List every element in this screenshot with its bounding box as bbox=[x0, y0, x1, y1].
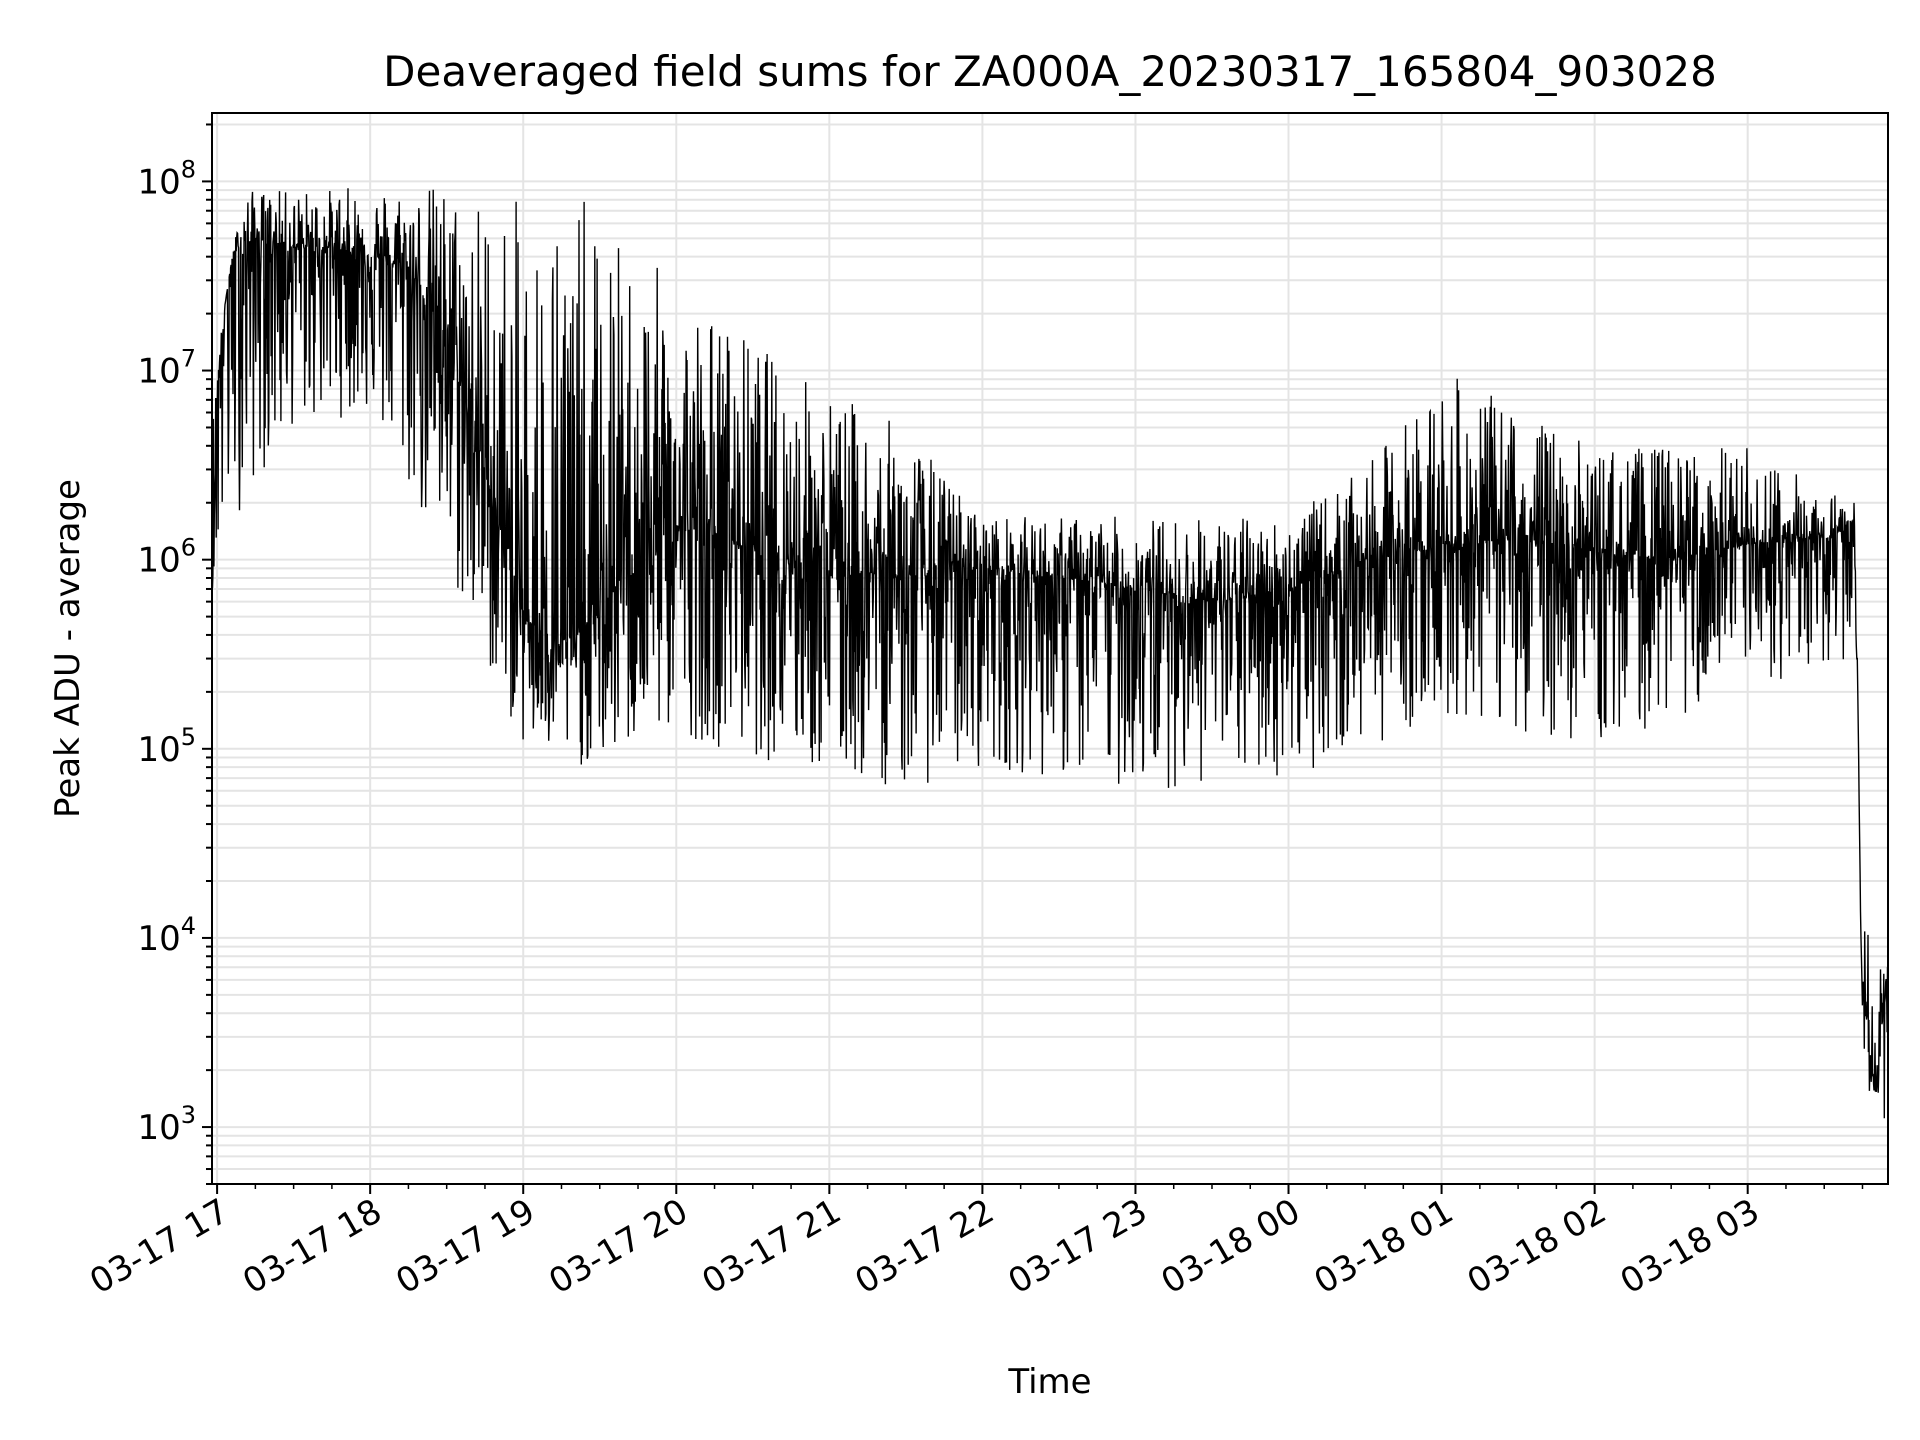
chart-title: Deaveraged field sums for ZA000A_2023031… bbox=[383, 47, 1717, 96]
data-series bbox=[211, 188, 1889, 1119]
series-line bbox=[211, 188, 1889, 1119]
y-tick-label: 103 bbox=[137, 1101, 196, 1148]
y-tick-label: 106 bbox=[137, 534, 196, 581]
y-axis-label: Peak ADU - average bbox=[48, 479, 88, 818]
plot-area-frame bbox=[211, 112, 1889, 1185]
y-tick-label: 104 bbox=[137, 912, 196, 959]
y-tick-label: 105 bbox=[137, 723, 196, 770]
grid bbox=[212, 113, 1888, 1185]
y-tick-label: 108 bbox=[137, 155, 196, 202]
y-tick-label: 107 bbox=[137, 345, 196, 392]
y-axis: 103 104 105 106 107 108 bbox=[137, 123, 212, 1185]
x-axis-label: Time bbox=[1007, 1362, 1091, 1402]
